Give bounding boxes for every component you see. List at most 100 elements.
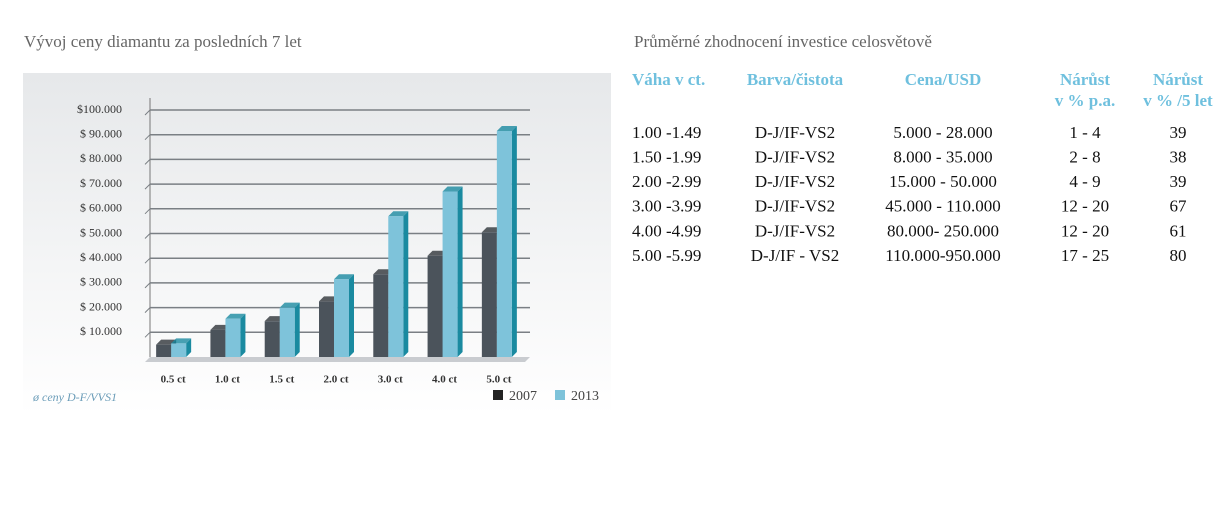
bar-side bbox=[403, 211, 409, 357]
bar-top bbox=[496, 125, 517, 131]
x-tick-label: 5.0 ct bbox=[486, 374, 511, 386]
bar bbox=[156, 344, 172, 357]
bar-side bbox=[511, 125, 517, 358]
table-cell: D-J/IF-VS2 bbox=[755, 148, 835, 167]
legend-swatch bbox=[555, 390, 565, 400]
bar-side bbox=[240, 313, 246, 357]
table-cell: 45.000 - 110.000 bbox=[885, 197, 1001, 216]
table-header: Cena/USD bbox=[905, 70, 982, 89]
table-cell: 39 bbox=[1170, 172, 1187, 191]
table-cell: 67 bbox=[1170, 197, 1188, 216]
bar-top bbox=[334, 274, 354, 280]
table-cell: 12 - 20 bbox=[1061, 221, 1109, 240]
table-cell: 1 - 4 bbox=[1069, 123, 1101, 142]
table-cell: D-J/IF-VS2 bbox=[755, 221, 835, 240]
chart-note: ø ceny D-F/VVS1 bbox=[32, 390, 117, 404]
chart-title: Vývoj ceny diamantu za posledních 7 let bbox=[24, 32, 302, 51]
table-cell: 110.000-950.000 bbox=[885, 246, 1001, 265]
bar bbox=[319, 301, 334, 357]
table-cell: 4.00 -4.99 bbox=[632, 221, 701, 240]
y-tick-label: $ 10.000 bbox=[80, 324, 122, 338]
grid-depth bbox=[144, 233, 151, 239]
table-cell: D-J/IF-VS2 bbox=[755, 197, 835, 216]
chart-panel bbox=[23, 73, 611, 415]
bar bbox=[334, 279, 349, 357]
y-tick-label: $ 50.000 bbox=[80, 225, 122, 239]
table-cell: 61 bbox=[1170, 221, 1187, 240]
y-tick-label: $ 20.000 bbox=[80, 299, 122, 313]
bar-top bbox=[388, 211, 409, 217]
grid-depth bbox=[144, 208, 151, 215]
table-cell: 3.00 -3.99 bbox=[632, 197, 701, 216]
x-tick-label: 1.5 ct bbox=[269, 374, 294, 386]
grid-depth bbox=[144, 331, 151, 338]
grid-depth bbox=[144, 134, 151, 141]
floor bbox=[145, 357, 530, 362]
table-cell: 15.000 - 50.000 bbox=[889, 172, 997, 191]
table-cell: 8.000 - 35.000 bbox=[893, 148, 992, 167]
bar bbox=[210, 329, 226, 357]
x-tick-label: 4.0 ct bbox=[432, 374, 457, 386]
table-cell: D-J/IF-VS2 bbox=[755, 172, 835, 191]
table-cell: 12 - 20 bbox=[1061, 197, 1109, 216]
bar-side bbox=[349, 274, 354, 357]
grid-depth bbox=[144, 307, 151, 313]
table-cell: D-J/IF - VS2 bbox=[751, 246, 839, 265]
table-cell: 17 - 25 bbox=[1061, 246, 1109, 265]
x-tick-label: 0.5 ct bbox=[161, 374, 186, 386]
bar bbox=[171, 343, 187, 357]
bar bbox=[388, 216, 404, 357]
legend-label: 2013 bbox=[571, 389, 599, 404]
table-header: Barva/čistota bbox=[747, 70, 844, 89]
table-header: v % p.a. bbox=[1055, 91, 1115, 110]
table-cell: 80 bbox=[1170, 246, 1187, 265]
bar-side bbox=[186, 338, 192, 357]
table-header: Nárůst bbox=[1153, 70, 1203, 89]
table-cell: 4 - 9 bbox=[1069, 172, 1100, 191]
bar bbox=[427, 255, 443, 357]
y-tick-label: $ 90.000 bbox=[80, 126, 122, 140]
table-cell: 1.50 -1.99 bbox=[632, 148, 701, 167]
x-tick-label: 3.0 ct bbox=[378, 374, 403, 386]
bar-side bbox=[457, 186, 463, 357]
table-header: Váha v ct. bbox=[632, 70, 705, 89]
y-tick-label: $ 30.000 bbox=[80, 275, 122, 289]
x-tick-label: 2.0 ct bbox=[323, 374, 348, 386]
bar bbox=[279, 307, 295, 357]
bar bbox=[264, 321, 280, 357]
bar-top bbox=[171, 338, 192, 344]
y-tick-label: $ 40.000 bbox=[80, 250, 122, 264]
y-tick-label: $ 70.000 bbox=[80, 176, 122, 190]
grid-depth bbox=[144, 183, 151, 190]
table-cell: 38 bbox=[1170, 148, 1187, 167]
table-cell: 80.000- 250.000 bbox=[887, 221, 999, 240]
bar bbox=[496, 130, 512, 357]
table-cell: 5.000 - 28.000 bbox=[893, 123, 992, 142]
grid-depth bbox=[144, 109, 151, 116]
table-cell: 2 - 8 bbox=[1069, 148, 1100, 167]
bar-top bbox=[225, 313, 246, 319]
bar bbox=[373, 274, 389, 357]
grid-depth bbox=[144, 257, 151, 264]
bar-top bbox=[442, 186, 463, 192]
bar-side bbox=[294, 302, 300, 357]
legend-label: 2007 bbox=[509, 389, 537, 404]
table-cell: 1.00 -1.49 bbox=[632, 123, 701, 142]
bar-top bbox=[279, 302, 300, 308]
table-cell: 5.00 -5.99 bbox=[632, 246, 701, 265]
table-header: Nárůst bbox=[1060, 70, 1110, 89]
bar bbox=[442, 191, 458, 357]
y-tick-label: $ 80.000 bbox=[80, 151, 122, 165]
legend-swatch bbox=[493, 390, 503, 400]
bar bbox=[481, 232, 497, 357]
table-cell: 39 bbox=[1170, 123, 1187, 142]
y-tick-label: $ 60.000 bbox=[80, 201, 122, 215]
grid-depth bbox=[144, 282, 151, 289]
table-cell: 2.00 -2.99 bbox=[632, 172, 701, 191]
x-tick-label: 1.0 ct bbox=[215, 374, 240, 386]
bar bbox=[225, 318, 241, 357]
grid-depth bbox=[144, 159, 151, 165]
table-header: v % /5 let bbox=[1143, 91, 1213, 110]
